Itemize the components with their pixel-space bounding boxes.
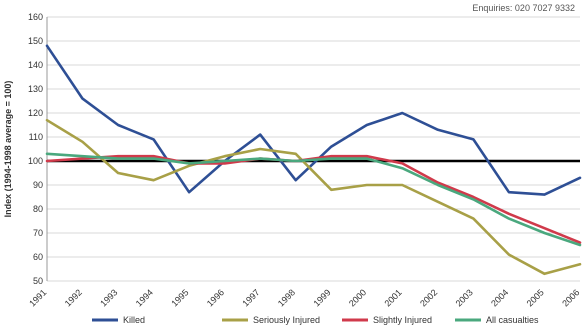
x-tick-label: 2001	[383, 287, 404, 308]
x-tick-label: 2005	[525, 287, 546, 308]
y-tick-label: 120	[28, 108, 43, 118]
y-tick-label: 90	[33, 180, 43, 190]
grid-lines	[46, 16, 580, 282]
x-tick-label: 2003	[454, 287, 475, 308]
y-tick-label: 160	[28, 12, 43, 22]
series-group	[45, 44, 582, 276]
legend-label-all-casualties: All casualties	[486, 315, 539, 325]
y-tick-label: 80	[33, 204, 43, 214]
enquiries-text: Enquiries: 020 7027 9332	[472, 3, 575, 13]
legend-label-killed: Killed	[123, 315, 145, 325]
x-tick-label: 2000	[347, 287, 368, 308]
y-tick-label: 60	[33, 252, 43, 262]
x-tick-label: 2002	[418, 287, 439, 308]
series-line-all-casualties	[45, 152, 582, 247]
y-tick-label: 110	[29, 132, 43, 142]
x-tick-label: 1994	[134, 287, 155, 308]
x-tick-label: 1997	[240, 287, 261, 308]
y-tick-label: 100	[28, 156, 43, 166]
y-tick-label: 50	[33, 276, 43, 286]
x-tick-label: 1999	[311, 287, 332, 308]
x-tick-label: 1992	[63, 287, 84, 308]
series-line-killed	[45, 44, 582, 196]
x-tick-label: 1998	[276, 287, 297, 308]
legend-label-slightly-injured: Slightly Injured	[373, 315, 432, 325]
series-line-seriously-injured	[45, 118, 582, 276]
legend-label-seriously-injured: Seriously Injured	[253, 315, 320, 325]
x-tick-label: 1993	[98, 287, 119, 308]
y-tick-labels: 50 60 70 80 90 100 110 120 130 140 150 160	[28, 12, 43, 286]
x-tick-label: 2006	[560, 287, 581, 308]
x-tick-label: 2004	[489, 287, 510, 308]
y-tick-label: 140	[28, 60, 43, 70]
y-tick-label: 150	[28, 36, 43, 46]
x-tick-label: 1991	[27, 287, 48, 308]
legend: Killed Seriously Injured Slightly Injured A…	[92, 315, 539, 325]
x-tick-label: 1995	[169, 287, 190, 308]
x-tick-labels: 1991 1992 1993 1994 1995 1996 1997 1998 1999 2000…	[27, 287, 581, 308]
y-tick-label: 130	[28, 84, 43, 94]
x-tick-label: 1996	[205, 287, 226, 308]
series-line-slightly-injured	[45, 154, 582, 244]
y-tick-label: 70	[33, 228, 43, 238]
y-axis-title: Index (1994-1998 average = 100)	[3, 81, 13, 218]
